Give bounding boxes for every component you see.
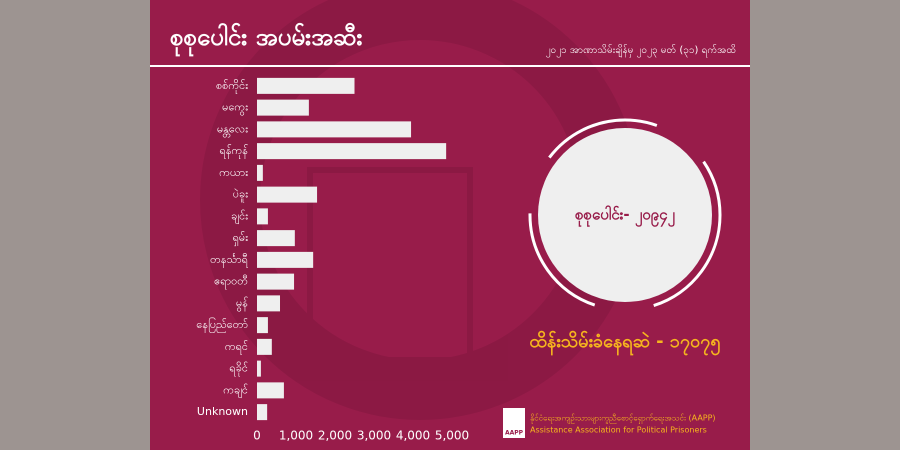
y-tick-label: ချင်း xyxy=(231,209,248,224)
total-text: စုစုပေါင်း- ၂၀၉၄၂ xyxy=(575,205,675,228)
y-tick-label: မန္တလေး xyxy=(217,122,248,137)
bar xyxy=(257,143,447,160)
bar xyxy=(257,404,268,421)
bar xyxy=(257,295,281,312)
bar xyxy=(257,382,284,399)
bar xyxy=(257,99,309,116)
logo-text: AAPP xyxy=(505,430,524,437)
y-tick-label: နေပြည်တော် xyxy=(196,317,248,333)
y-tick-label: စစ်ကိုင်း xyxy=(216,79,248,94)
y-tick-label: Unknown xyxy=(197,405,248,418)
y-tick-label: မကွေး xyxy=(222,101,248,116)
detained-text: ထိန်းသိမ်းခံနေရဆဲ - ၁၇၀၇၅ xyxy=(529,330,720,356)
blur-right xyxy=(750,0,900,450)
x-tick-label: 0 xyxy=(253,429,261,443)
bar xyxy=(257,251,314,268)
x-tick-label: 4,000 xyxy=(396,429,430,443)
x-tick-label: 3,000 xyxy=(357,429,391,443)
bar xyxy=(257,338,272,355)
bar xyxy=(257,164,263,181)
y-tick-label: ကချင် xyxy=(223,383,248,398)
bar xyxy=(257,121,412,138)
y-tick-label: မွန် xyxy=(236,296,248,311)
y-tick-label: ဧရာဝတီ xyxy=(214,275,248,290)
x-tick-label: 5,000 xyxy=(435,429,469,443)
bar xyxy=(257,77,355,94)
org-name: နိုင်ငံရေးအကျဉ်းသားများကူညီစောင့်ရှောက်ရ… xyxy=(530,413,716,425)
bar xyxy=(257,360,261,377)
org-name-en: Assistance Association for Political Pri… xyxy=(530,426,707,435)
ring xyxy=(528,118,722,312)
logo xyxy=(503,408,525,438)
total-circle xyxy=(538,128,712,302)
y-tick-label: တနင်္သာရီ xyxy=(210,253,249,268)
x-tick-label: 2,000 xyxy=(318,429,352,443)
y-tick-label: ပဲခူး xyxy=(233,188,248,203)
y-tick-label: ရန်ကုန် xyxy=(220,144,248,159)
chart-subtitle: ၂၀၂၁ အာဏာသိမ်းချိန်မှ ၂၀၂၃ မတ် (၃၁) ရက်အ… xyxy=(546,43,736,58)
y-tick-label: ကယား xyxy=(219,166,248,179)
bar xyxy=(257,317,268,334)
y-tick-label: ကရင် xyxy=(225,340,248,355)
bar xyxy=(257,208,268,225)
bar xyxy=(257,186,318,203)
bar xyxy=(257,230,295,247)
bar xyxy=(257,273,295,290)
y-tick-label: ရှမ်း xyxy=(233,231,249,246)
blur-left xyxy=(0,0,150,450)
x-tick-label: 1,000 xyxy=(279,429,313,443)
y-tick-label: ရခိုင် xyxy=(229,362,248,377)
